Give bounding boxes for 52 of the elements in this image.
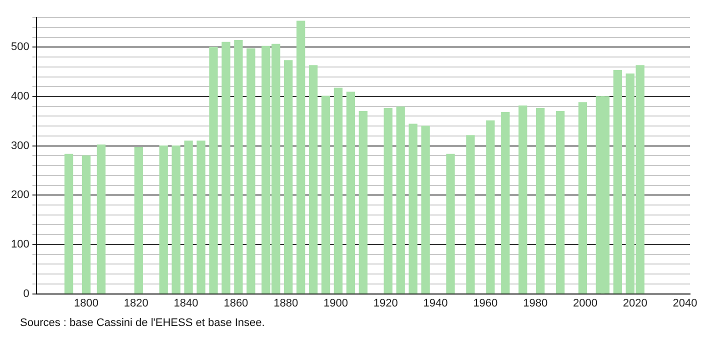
x-tick-label: 1880 (274, 297, 298, 310)
x-tick-label: 1960 (473, 297, 498, 310)
x-tick-label: 2040 (672, 297, 698, 310)
bar (308, 65, 318, 294)
y-tick-label: 0 (23, 288, 30, 300)
bar (82, 155, 91, 294)
bar (64, 154, 74, 294)
bar (421, 126, 430, 294)
bar (536, 108, 545, 294)
bar (613, 70, 622, 294)
x-tick-label: 1980 (523, 297, 548, 310)
bar (556, 110, 565, 294)
x-tick-label: 2000 (572, 297, 598, 310)
bar (172, 146, 180, 294)
x-tick-label: 1900 (323, 297, 348, 310)
bar (396, 106, 405, 294)
bar (518, 106, 528, 294)
bar (321, 96, 330, 294)
bar (246, 48, 256, 294)
bar (184, 140, 193, 294)
bar (578, 102, 588, 294)
x-tick-label: 1940 (423, 297, 448, 310)
bar (222, 42, 230, 294)
x-tick-label: 1800 (74, 297, 98, 310)
bar (334, 88, 343, 294)
x-tick-label: 1860 (224, 297, 248, 310)
source-note: Sources : base Cassini de l'EHESS et base Insee. (20, 317, 266, 329)
bar (408, 124, 418, 294)
bar (466, 135, 475, 294)
bar (486, 120, 495, 294)
x-tick-label: 1920 (373, 297, 398, 310)
bar (346, 92, 356, 294)
bar (384, 108, 392, 294)
y-tick-label: 400 (10, 90, 30, 103)
x-tick-label: 1820 (124, 297, 148, 310)
bar (296, 20, 306, 294)
y-tick-label: 100 (10, 238, 30, 251)
bar (134, 146, 143, 294)
bar (196, 140, 206, 294)
y-tick-label: 500 (10, 41, 30, 54)
bar (501, 112, 510, 294)
bar (446, 154, 455, 294)
bar (96, 144, 106, 294)
x-tick-label: 2020 (622, 297, 648, 310)
bar (284, 60, 293, 294)
y-tick-label: 200 (10, 189, 30, 202)
bar (159, 146, 168, 294)
bar (209, 46, 218, 294)
bar (358, 110, 368, 294)
x-tick-label: 1840 (174, 297, 198, 310)
bar (234, 40, 243, 294)
y-tick-label: 300 (10, 140, 30, 152)
